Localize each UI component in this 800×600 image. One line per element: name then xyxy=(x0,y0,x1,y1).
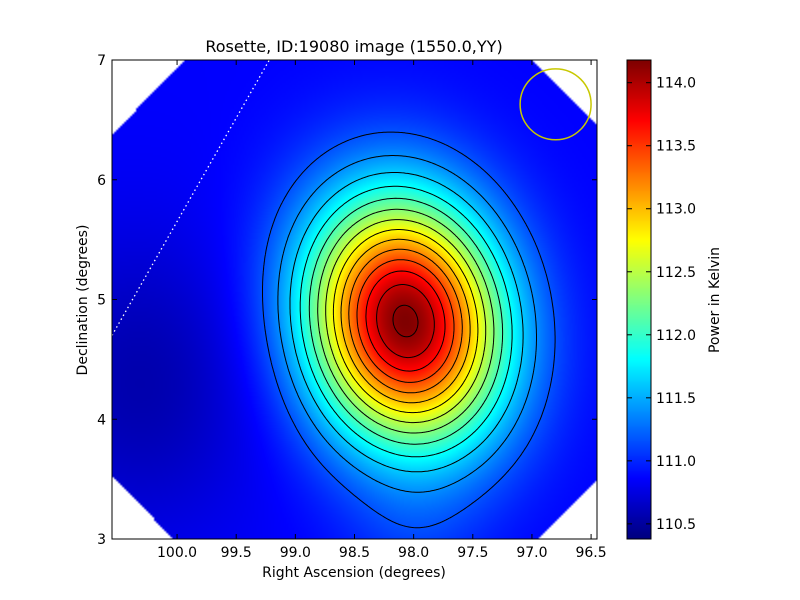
y-tick-label: 4 xyxy=(97,412,106,428)
colorbar-tick-label: 112.0 xyxy=(656,328,696,344)
x-tick-label: 97.0 xyxy=(516,545,547,561)
y-axis-label: Declination (degrees) xyxy=(75,225,91,376)
colorbar-tick-label: 114.0 xyxy=(656,76,696,92)
contour-line xyxy=(299,185,513,458)
colorbar-tick-label: 113.5 xyxy=(656,139,696,155)
colorbar: 110.5 111.0 111.5 112.0 112.5 113.0 113.5 114.0… xyxy=(626,59,723,540)
contour-line xyxy=(325,219,487,424)
colorbar-tick-label: 112.5 xyxy=(656,265,696,281)
x-tick-label: 98.5 xyxy=(339,545,370,561)
x-tick-label: 98.0 xyxy=(398,545,429,561)
y-tick-label: 5 xyxy=(97,293,106,309)
plot-area xyxy=(112,60,597,539)
colorbar-gradient xyxy=(627,60,651,539)
x-tick-label: 100.0 xyxy=(157,545,197,561)
x-tick-label: 99.0 xyxy=(280,545,311,561)
dotted-line xyxy=(112,60,270,336)
y-tick-label: 3 xyxy=(97,532,106,548)
contour-line xyxy=(365,270,446,372)
contour-line xyxy=(317,208,495,434)
colorbar-frame xyxy=(626,59,652,540)
contour-line xyxy=(348,248,463,394)
x-tick-label: 99.5 xyxy=(221,545,252,561)
contour-line xyxy=(376,284,435,359)
contour-line xyxy=(289,172,524,473)
colorbar-tick-label: 111.0 xyxy=(656,454,696,470)
colorbar-tick-label: 110.5 xyxy=(656,517,696,533)
x-axis-label: Right Ascension (degrees) xyxy=(262,565,446,581)
y-tick-label: 7 xyxy=(97,53,106,69)
contour-lines xyxy=(262,131,556,529)
contour-line xyxy=(340,238,471,404)
chart-title: Rosette, ID:19080 image (1550.0,YY) xyxy=(205,37,502,56)
colorbar-label: Power in Kelvin xyxy=(707,247,723,353)
colorbar-ticks: 110.5 111.0 111.5 112.0 112.5 113.0 113.5 114.0 xyxy=(627,76,696,533)
colorbar-tick-label: 113.0 xyxy=(656,202,696,218)
x-axis: 100.0 99.5 99.0 98.5 98.0 97.5 97.0 96.5 xyxy=(157,60,607,561)
beam-circle xyxy=(519,68,592,141)
contour-line xyxy=(308,197,504,445)
contour-line xyxy=(262,131,556,529)
contour-line xyxy=(277,155,537,493)
colorbar-tick-label: 111.5 xyxy=(656,391,696,407)
x-tick-label: 97.5 xyxy=(457,545,488,561)
plot-frame xyxy=(111,59,598,540)
heatmap-image xyxy=(112,60,597,539)
contour-line xyxy=(392,304,419,338)
x-tick-label: 96.5 xyxy=(575,545,606,561)
y-tick-label: 6 xyxy=(97,173,106,189)
contour-line xyxy=(356,259,455,383)
contour-line xyxy=(332,229,479,414)
